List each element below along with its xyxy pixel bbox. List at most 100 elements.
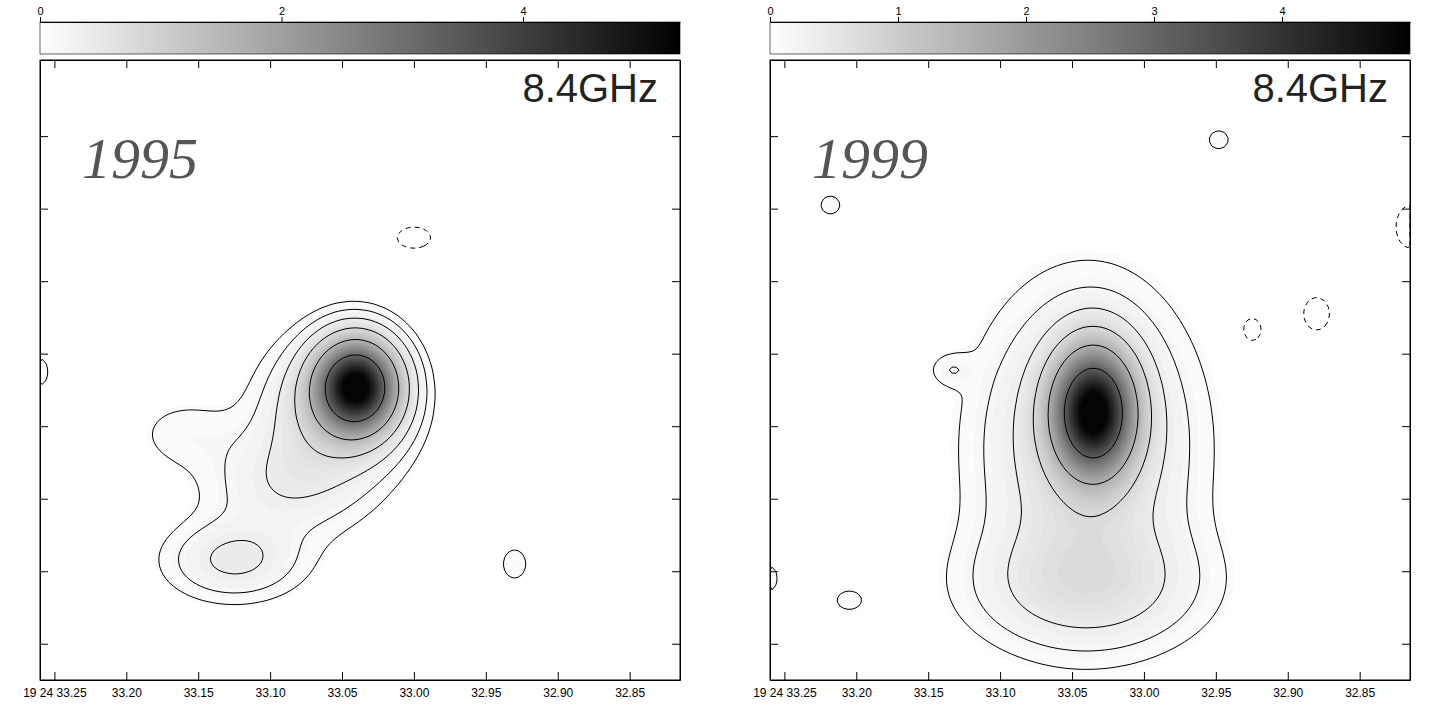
intensity-band [290, 325, 412, 465]
y-axis-tick-mark [770, 209, 778, 210]
y-axis-tick [40, 571, 48, 572]
intensity-band [311, 341, 397, 438]
y-axis-right-tick [1402, 281, 1410, 282]
plot-background [770, 60, 1410, 680]
intensity-band [320, 350, 389, 427]
intensity-band [1024, 316, 1160, 613]
x-axis-top-tick [342, 60, 343, 68]
intensity-band [1006, 307, 1167, 628]
y-axis-tick-mark [40, 354, 48, 355]
y-axis-tick [40, 209, 48, 210]
x-axis-top-tick [856, 60, 857, 68]
intensity-band [310, 340, 398, 439]
x-axis-tick-label: 19 24 33.25 [23, 686, 87, 700]
x-axis-tick-label: 33.05 [1058, 686, 1088, 700]
colorbar-axis-tick-mark [523, 17, 524, 22]
intensity-band [330, 360, 380, 416]
intensity-band [321, 351, 388, 426]
intensity-band [304, 335, 403, 446]
x-axis-tick-mark [1216, 672, 1217, 680]
intensity-band [1076, 386, 1111, 440]
intensity-band [341, 372, 369, 404]
negative-contour [397, 227, 430, 248]
contour [179, 309, 427, 593]
intensity-band [338, 368, 373, 407]
y-axis [40, 61, 48, 681]
intensity-band [329, 359, 381, 418]
colorbar-axis-tick-label: 1 [895, 5, 901, 17]
intensity-band [337, 367, 375, 409]
intensity-band [330, 359, 381, 416]
intensity-band [1052, 351, 1134, 477]
intensity-band [1044, 340, 1141, 491]
x-axis-line [771, 680, 1411, 681]
contour [40, 301, 526, 604]
intensity-band [308, 338, 400, 441]
x-axis-top-tick-mark [270, 60, 271, 68]
intensity-band [1042, 336, 1145, 496]
frequency-label: 8.4GHz [1252, 66, 1388, 110]
y-axis-tick [40, 426, 48, 427]
x-axis-tick: 32.85 [1345, 672, 1375, 700]
intensity-band [340, 371, 370, 405]
x-axis-top-tick-mark [1072, 60, 1073, 68]
x-axis-tick-mark [1288, 672, 1289, 680]
x-axis-tick: 33.15 [184, 672, 214, 700]
y-axis [770, 61, 778, 681]
y-axis-right-tick [672, 209, 680, 210]
x-axis-top-tick-mark [1216, 60, 1217, 68]
intensity-band [980, 292, 1193, 646]
y-axis-tick-mark [40, 209, 48, 210]
plot-area [40, 227, 528, 607]
intensity-band [323, 352, 387, 424]
intensity-band [322, 352, 388, 426]
colorbar-axis-tick: 4 [1279, 5, 1285, 22]
colorbar-axis-tick: 0 [767, 5, 773, 22]
x-axis-top-tick-mark [1144, 60, 1145, 68]
colorbar-axis-tick-mark [898, 17, 899, 22]
intensity-band [1067, 372, 1120, 453]
intensity-band [318, 348, 391, 430]
x-axis-top-tick-mark [54, 60, 55, 68]
colorbar-axis-tick-mark [1154, 17, 1155, 22]
intensity-band [1039, 333, 1147, 503]
x-axis-tick-label: 33.20 [842, 686, 872, 700]
x-axis-top-line [771, 60, 1411, 61]
frequency-label: 8.4GHz [522, 66, 658, 110]
intensity-band [1071, 378, 1116, 447]
intensity-band [342, 373, 369, 403]
x-axis-tick-label: 32.85 [1345, 686, 1375, 700]
x-axis-top-tick-mark [1000, 60, 1001, 68]
y-axis-right-tick-mark [672, 644, 680, 645]
x-axis-tick: 19 24 33.25 [753, 672, 817, 700]
intensity-band [328, 357, 383, 419]
intensity-band [334, 365, 376, 412]
intensity-band [1064, 368, 1122, 457]
x-axis: 19 24 33.2533.2033.1533.1033.0533.0032.9… [23, 672, 680, 700]
intensity-band [1063, 366, 1124, 460]
x-axis-top-tick-mark [414, 60, 415, 68]
intensity-band [1068, 374, 1118, 451]
x-axis-tick: 32.90 [1273, 672, 1303, 700]
x-axis-tick: 33.15 [914, 672, 944, 700]
x-axis-tick-label: 33.10 [986, 686, 1016, 700]
intensity-band [1047, 343, 1140, 487]
epoch-label: 1999 [812, 126, 928, 191]
y-axis-right-tick-mark [1402, 426, 1410, 427]
x-axis-tick: 33.10 [256, 672, 286, 700]
intensity-band [343, 374, 368, 402]
y-axis-tick-mark [40, 644, 48, 645]
y-axis-right-tick [1402, 571, 1410, 572]
negative-contour [1244, 206, 1410, 341]
intensity-band [1057, 358, 1129, 469]
intensity-band [40, 299, 528, 607]
intensity-band [335, 365, 375, 410]
colorbar-axis-line [41, 22, 681, 23]
intensity-band [1049, 346, 1138, 484]
intensity-band [337, 368, 373, 408]
contour-lines [770, 131, 1410, 669]
intensity-band [1050, 347, 1137, 482]
x-axis-tick-mark [198, 672, 199, 680]
intensity-band [1062, 364, 1125, 462]
intensity-band [1073, 382, 1114, 444]
